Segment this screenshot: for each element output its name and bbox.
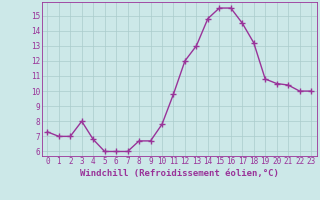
- X-axis label: Windchill (Refroidissement éolien,°C): Windchill (Refroidissement éolien,°C): [80, 169, 279, 178]
